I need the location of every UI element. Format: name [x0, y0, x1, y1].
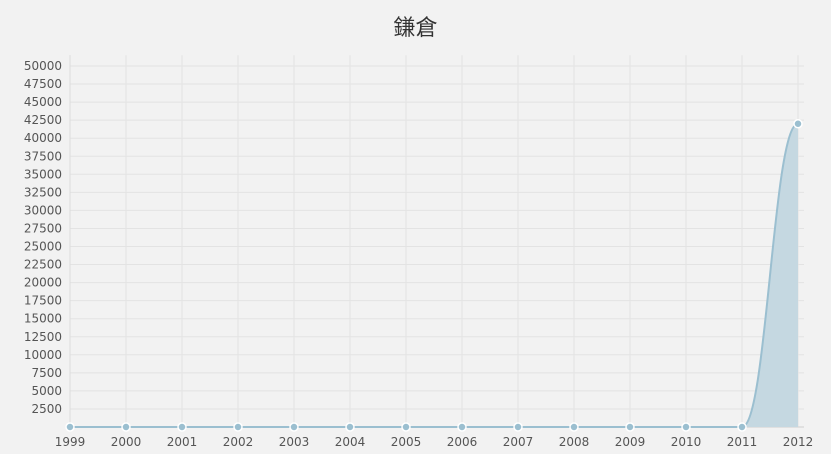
data-point: [65, 422, 75, 432]
x-tick-label: 2004: [335, 435, 366, 449]
y-tick-label: 5000: [31, 384, 62, 398]
y-tick-label: 12500: [24, 330, 62, 344]
y-tick-label: 45000: [24, 95, 62, 109]
y-tick-label: 2500: [31, 402, 62, 416]
y-tick-label: 42500: [24, 113, 62, 127]
y-tick-label: 17500: [24, 294, 62, 308]
x-tick-label: 2005: [391, 435, 422, 449]
y-tick-label: 32500: [24, 185, 62, 199]
data-point: [401, 422, 411, 432]
x-tick-label: 2007: [503, 435, 534, 449]
y-tick-label: 25000: [24, 240, 62, 254]
series-area: [70, 123, 798, 427]
data-point: [233, 422, 243, 432]
x-tick-label: 1999: [55, 435, 86, 449]
x-tick-label: 2010: [671, 435, 702, 449]
y-tick-label: 15000: [24, 312, 62, 326]
data-point: [345, 422, 355, 432]
chart-title: 鎌倉: [393, 16, 438, 41]
y-tick-label: 7500: [31, 366, 62, 380]
x-tick-label: 2008: [559, 435, 590, 449]
y-tick-label: 30000: [24, 203, 62, 217]
x-tick-label: 2011: [727, 435, 758, 449]
series-line: [70, 122, 799, 428]
x-tick-label: 2001: [167, 435, 198, 449]
data-point: [177, 422, 187, 432]
y-tick-label: 27500: [24, 221, 62, 235]
y-tick-label: 35000: [24, 167, 62, 181]
data-point: [737, 422, 747, 432]
data-point: [793, 119, 803, 129]
x-tick-label: 2000: [111, 435, 142, 449]
data-point: [513, 422, 523, 432]
y-tick-label: 37500: [24, 149, 62, 163]
data-point: [681, 422, 691, 432]
data-point: [625, 422, 635, 432]
x-tick-label: 2012: [783, 435, 814, 449]
data-point: [289, 422, 299, 432]
x-tick-label: 2006: [447, 435, 478, 449]
y-tick-label: 47500: [24, 77, 62, 91]
data-point: [121, 422, 131, 432]
y-tick-label: 50000: [24, 59, 62, 73]
data-point: [457, 422, 467, 432]
x-tick-label: 2002: [223, 435, 254, 449]
x-tick-label: 2009: [615, 435, 646, 449]
data-point: [569, 422, 579, 432]
y-tick-label: 10000: [24, 348, 62, 362]
y-tick-label: 20000: [24, 276, 62, 290]
x-tick-label: 2003: [279, 435, 310, 449]
y-tick-label: 22500: [24, 258, 62, 272]
y-tick-label: 40000: [24, 131, 62, 145]
